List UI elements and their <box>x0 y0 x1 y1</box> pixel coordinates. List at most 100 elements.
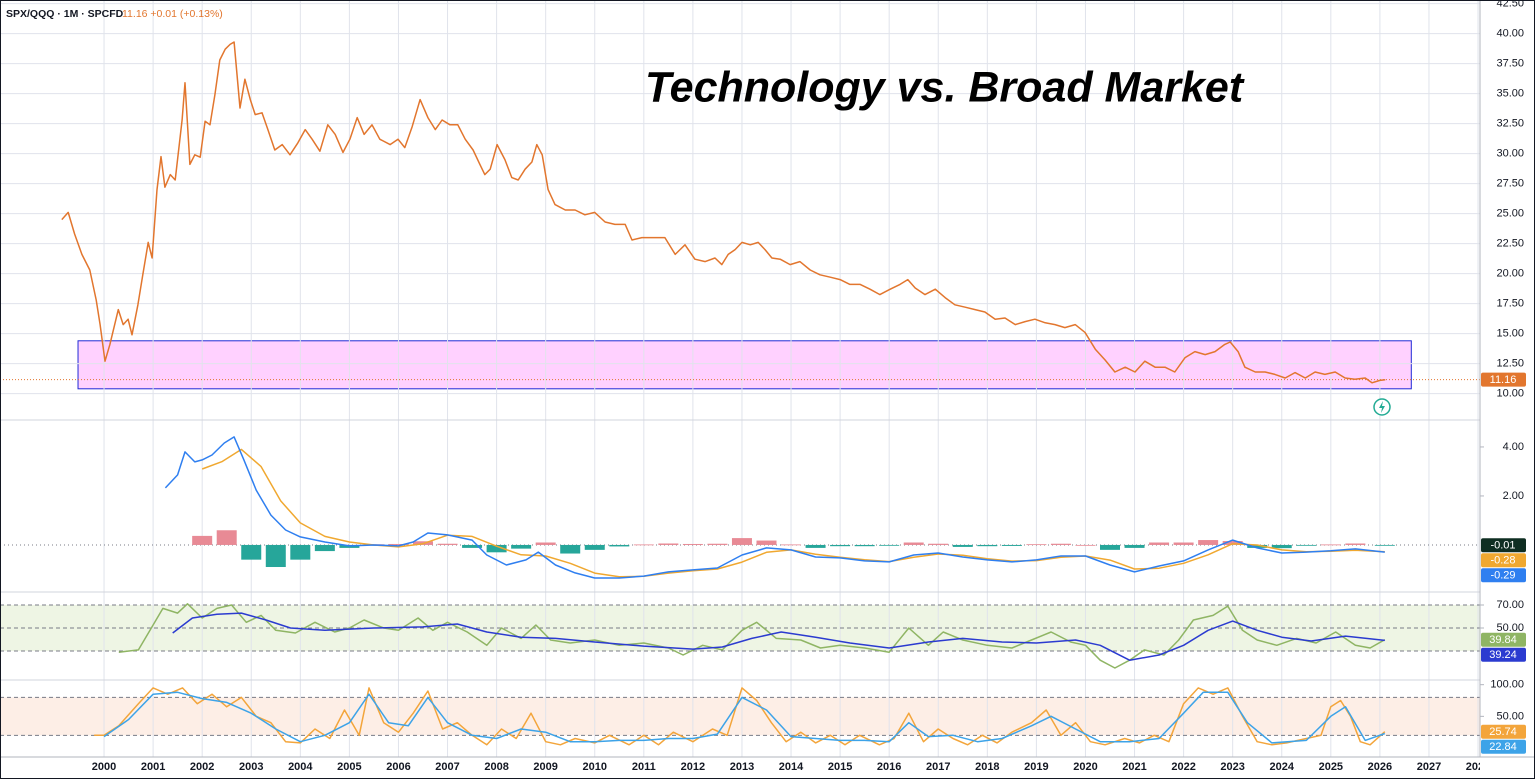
histogram-bar <box>1271 544 1292 549</box>
x-tick-label: 2025 <box>1319 761 1343 773</box>
symbol: SPX/QQQ · 1M · SPCFD <box>6 8 124 20</box>
histogram-bar <box>903 542 924 545</box>
quote: 11.16 +0.01 (+0.13%) <box>122 8 223 20</box>
y-tick-label: 27.50 <box>1496 178 1524 190</box>
x-tick-label: 2019 <box>1024 761 1048 773</box>
histogram-bar <box>707 543 728 545</box>
last-value-label: 11.16 <box>1490 374 1517 386</box>
last-value-label: -0.29 <box>1490 570 1515 582</box>
series-line <box>164 436 1385 579</box>
histogram-bar <box>1374 544 1395 546</box>
x-tick-label: 2007 <box>435 761 459 773</box>
x-tick-label: 2003 <box>239 761 263 773</box>
y-tick-label: 15.00 <box>1496 328 1524 340</box>
highlight-zone <box>77 340 1412 390</box>
y-tick-label: 2.00 <box>1503 490 1524 502</box>
y-tick-label: 17.50 <box>1496 298 1524 310</box>
last-value-box <box>1481 538 1526 553</box>
x-tick-label: 2022 <box>1171 761 1195 773</box>
histogram-bar <box>854 544 875 547</box>
y-tick-label: 4.00 <box>1503 441 1524 453</box>
y-tick-label: 70.00 <box>1496 599 1524 611</box>
histogram-bar <box>388 543 409 545</box>
y-tick-label: 37.50 <box>1496 58 1524 70</box>
histogram-bar <box>1345 543 1366 545</box>
x-tick-label: 2006 <box>386 761 410 773</box>
histogram-bar <box>437 543 458 545</box>
x-tick-label: 2020 <box>1073 761 1097 773</box>
y-tick-label: 10.00 <box>1496 388 1524 400</box>
x-tick-label: 2012 <box>681 761 705 773</box>
histogram-bar <box>1173 542 1194 545</box>
histogram-bar <box>1149 542 1170 545</box>
histogram-bar <box>265 544 286 568</box>
histogram-bar <box>241 544 262 560</box>
series-line <box>118 603 1386 669</box>
x-tick-label: 2010 <box>583 761 607 773</box>
last-value-label: -0.01 <box>1490 540 1515 552</box>
x-tick-label: 2013 <box>730 761 754 773</box>
y-tick-label: 22.50 <box>1496 238 1524 250</box>
x-tick-label: 2001 <box>141 761 165 773</box>
histogram-bar <box>535 542 556 545</box>
x-tick-label: 2000 <box>92 761 116 773</box>
histogram-bar <box>928 543 949 545</box>
histogram-bar <box>1198 540 1219 545</box>
histogram-bar <box>1296 544 1317 546</box>
last-value-box <box>1481 647 1526 662</box>
x-tick-label: 2008 <box>484 761 508 773</box>
last-value-label: 25.74 <box>1489 726 1517 738</box>
last-value-box <box>1481 372 1526 387</box>
series-line <box>94 687 1386 746</box>
backgrounds <box>0 340 1480 736</box>
histogram-bar <box>511 544 532 549</box>
y-tick-label: 50.00 <box>1496 710 1524 722</box>
histogram-bar <box>1247 544 1268 548</box>
histogram-bar <box>1026 544 1047 546</box>
histogram-bar <box>216 530 237 545</box>
histogram-bar <box>192 535 213 545</box>
histogram-bar <box>1320 544 1341 546</box>
histogram-bar <box>1124 544 1145 548</box>
histogram-bar <box>658 543 679 545</box>
series-line <box>201 448 1385 578</box>
y-tick-label: 30.00 <box>1496 148 1524 160</box>
marks <box>61 41 1395 746</box>
histogram-bar <box>1050 543 1071 545</box>
histogram-bar <box>756 540 777 545</box>
y-tick-label: 32.50 <box>1496 118 1524 130</box>
last-value-label: 22.84 <box>1489 741 1517 753</box>
x-tick-label: 2017 <box>926 761 950 773</box>
x-tick-label: 2014 <box>779 761 804 773</box>
last-value-box <box>1481 724 1526 739</box>
histogram-bar <box>952 544 973 547</box>
x-tick-label: 2024 <box>1270 761 1295 773</box>
histogram-bar <box>1075 544 1096 546</box>
x-tick-label: 2015 <box>828 761 852 773</box>
last-value-box <box>1481 553 1526 568</box>
band <box>0 604 1480 652</box>
histogram-bar <box>314 544 335 552</box>
x-tick-label: 2027 <box>1417 761 1441 773</box>
x-tick-label: 2009 <box>533 761 557 773</box>
series-line <box>61 41 1386 384</box>
y-tick-label: 25.00 <box>1496 208 1524 220</box>
histogram-bar <box>781 544 802 546</box>
alert-icon[interactable] <box>1373 398 1391 416</box>
histogram-bar <box>290 544 311 560</box>
histogram-bar <box>1001 544 1022 546</box>
chart-title: Technology vs. Broad Market <box>645 63 1245 111</box>
histogram-bar <box>584 544 605 550</box>
x-tick-label: 2023 <box>1220 761 1244 773</box>
x-tick-label: 2011 <box>632 761 656 773</box>
series-line <box>172 612 1385 661</box>
histogram-bar <box>609 544 630 547</box>
histogram-bar <box>633 544 654 546</box>
last-value-box <box>1481 632 1526 647</box>
y-tick-label: 35.00 <box>1496 88 1524 100</box>
histogram-bar <box>879 544 900 546</box>
